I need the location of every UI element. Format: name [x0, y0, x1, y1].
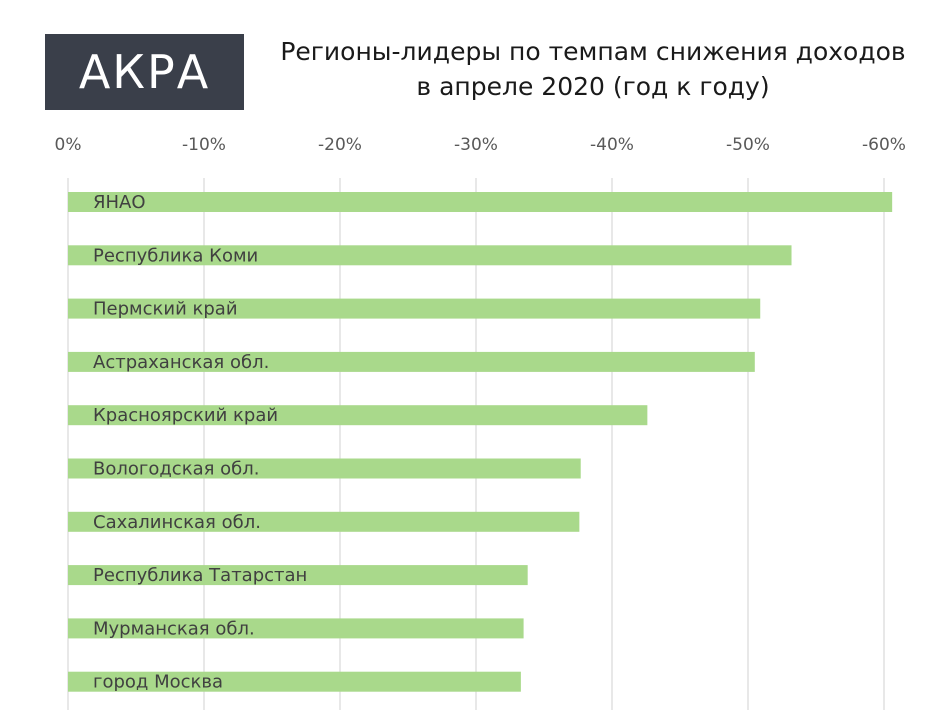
x-tick-label: -60% [862, 135, 906, 155]
bar [68, 351, 755, 372]
category-label: Республика Коми [93, 245, 258, 266]
bar [68, 671, 521, 692]
x-tick-label: 0% [55, 135, 82, 155]
category-label: Республика Татарстан [93, 565, 307, 586]
bar [68, 458, 581, 479]
x-tick-label: -40% [590, 135, 634, 155]
chart-title-line2: в апреле 2020 (год к году) [416, 72, 770, 101]
category-label: Мурманская обл. [93, 618, 255, 639]
akra-logo: АКРА [45, 34, 244, 110]
category-label: город Москва [93, 672, 223, 693]
category-label: Вологодская обл. [93, 459, 259, 480]
bar [68, 511, 580, 532]
bar [68, 192, 893, 212]
chart-title-line1: Регионы-лидеры по темпам снижения доходо… [280, 37, 906, 66]
x-tick-label: -10% [182, 135, 226, 155]
bar [68, 405, 648, 426]
bar [68, 618, 524, 639]
logo-text: АКРА [78, 45, 211, 99]
x-tick-label: -20% [318, 135, 362, 155]
category-label: Красноярский край [93, 405, 278, 426]
bar [68, 298, 761, 319]
x-tick-label: -50% [726, 135, 770, 155]
bar [68, 245, 792, 266]
chart-title: Регионы-лидеры по темпам снижения доходо… [258, 34, 928, 104]
category-label: ЯНАО [93, 192, 146, 213]
category-label: Астраханская обл. [93, 352, 269, 373]
bar [68, 565, 528, 586]
x-tick-label: -30% [454, 135, 498, 155]
category-label: Пермский край [93, 299, 238, 320]
category-label: Сахалинская обл. [93, 512, 261, 533]
